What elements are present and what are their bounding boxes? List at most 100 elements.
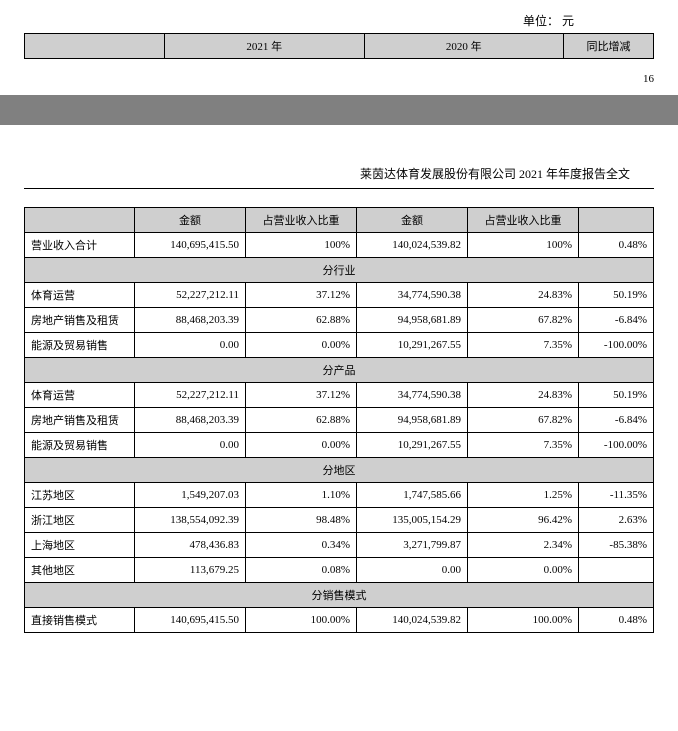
row-amt2: 3,271,799.87: [357, 533, 468, 558]
row-pct1: 98.48%: [246, 508, 357, 533]
row-amt2: 94,958,681.89: [357, 408, 468, 433]
row-chg: -100.00%: [579, 333, 654, 358]
row-pct1: 100.00%: [246, 608, 357, 633]
row-pct2: 0.00%: [468, 558, 579, 583]
row-chg: -6.84%: [579, 408, 654, 433]
table-row: 直接销售模式140,695,415.50100.00%140,024,539.8…: [25, 608, 654, 633]
row-pct1: 37.12%: [246, 383, 357, 408]
total-amt1: 140,695,415.50: [135, 233, 246, 258]
row-pct2: 67.82%: [468, 308, 579, 333]
table-row: 其他地区113,679.250.08%0.000.00%: [25, 558, 654, 583]
row-pct1: 0.08%: [246, 558, 357, 583]
row-label: 其他地区: [25, 558, 135, 583]
row-pct1: 0.00%: [246, 433, 357, 458]
row-pct1: 1.10%: [246, 483, 357, 508]
total-chg: 0.48%: [579, 233, 654, 258]
row-pct2: 24.83%: [468, 283, 579, 308]
row-pct1: 62.88%: [246, 408, 357, 433]
row-chg: 2.63%: [579, 508, 654, 533]
row-label: 直接销售模式: [25, 608, 135, 633]
top-header-table: 2021 年 2020 年 同比增减: [24, 33, 654, 59]
row-pct1: 62.88%: [246, 308, 357, 333]
top-page-fragment: 单位： 元 2021 年 2020 年 同比增减: [0, 0, 678, 67]
row-label: 体育运营: [25, 283, 135, 308]
row-label: 体育运营: [25, 383, 135, 408]
row-pct2: 24.83%: [468, 383, 579, 408]
row-pct2: 67.82%: [468, 408, 579, 433]
row-chg: 0.48%: [579, 608, 654, 633]
row-label: 浙江地区: [25, 508, 135, 533]
row-amt2: 94,958,681.89: [357, 308, 468, 333]
row-label: 能源及贸易销售: [25, 333, 135, 358]
main-th-amount2: 金额: [357, 208, 468, 233]
row-chg: -85.38%: [579, 533, 654, 558]
table-row: 房地产销售及租赁88,468,203.3962.88%94,958,681.89…: [25, 408, 654, 433]
page-number-top: 16: [0, 67, 678, 95]
main-table: 金额占营业收入比重金额占营业收入比重营业收入合计140,695,415.5010…: [24, 207, 654, 633]
total-pct1: 100%: [246, 233, 357, 258]
row-amt1: 88,468,203.39: [135, 308, 246, 333]
row-amt1: 138,554,092.39: [135, 508, 246, 533]
row-amt2: 0.00: [357, 558, 468, 583]
main-th-pct2: 占营业收入比重: [468, 208, 579, 233]
row-amt1: 0.00: [135, 333, 246, 358]
section-title: 分产品: [25, 358, 654, 383]
row-amt2: 1,747,585.66: [357, 483, 468, 508]
row-amt1: 140,695,415.50: [135, 608, 246, 633]
unit-label: 单位： 元: [24, 12, 654, 29]
row-amt2: 10,291,267.55: [357, 333, 468, 358]
row-pct2: 100.00%: [468, 608, 579, 633]
table-row: 体育运营52,227,212.1137.12%34,774,590.3824.8…: [25, 283, 654, 308]
section-header: 分销售模式: [25, 583, 654, 608]
top-th-change: 同比增减: [564, 34, 654, 59]
row-pct2: 2.34%: [468, 533, 579, 558]
row-pct2: 7.35%: [468, 433, 579, 458]
row-amt2: 10,291,267.55: [357, 433, 468, 458]
top-th-blank: [25, 34, 165, 59]
row-amt1: 113,679.25: [135, 558, 246, 583]
row-chg: [579, 558, 654, 583]
document-header: 莱茵达体育发展股份有限公司 2021 年年度报告全文: [24, 125, 654, 189]
row-pct2: 96.42%: [468, 508, 579, 533]
row-amt1: 52,227,212.11: [135, 383, 246, 408]
row-pct2: 7.35%: [468, 333, 579, 358]
main-th-pct1: 占营业收入比重: [246, 208, 357, 233]
row-pct1: 0.00%: [246, 333, 357, 358]
section-header: 分行业: [25, 258, 654, 283]
page-break: [0, 95, 678, 125]
row-pct1: 37.12%: [246, 283, 357, 308]
row-label: 房地产销售及租赁: [25, 308, 135, 333]
main-th-blank: [25, 208, 135, 233]
table-row: 江苏地区1,549,207.031.10%1,747,585.661.25%-1…: [25, 483, 654, 508]
section-header: 分地区: [25, 458, 654, 483]
row-label: 江苏地区: [25, 483, 135, 508]
row-label: 能源及贸易销售: [25, 433, 135, 458]
total-row: 营业收入合计140,695,415.50100%140,024,539.8210…: [25, 233, 654, 258]
row-pct1: 0.34%: [246, 533, 357, 558]
row-chg: 50.19%: [579, 383, 654, 408]
row-amt2: 34,774,590.38: [357, 383, 468, 408]
main-th-change: [579, 208, 654, 233]
row-amt2: 140,024,539.82: [357, 608, 468, 633]
row-chg: -6.84%: [579, 308, 654, 333]
total-label: 营业收入合计: [25, 233, 135, 258]
top-th-2020: 2020 年: [364, 34, 564, 59]
row-amt1: 478,436.83: [135, 533, 246, 558]
row-amt2: 34,774,590.38: [357, 283, 468, 308]
table-row: 能源及贸易销售0.000.00%10,291,267.557.35%-100.0…: [25, 433, 654, 458]
row-chg: 50.19%: [579, 283, 654, 308]
row-amt1: 0.00: [135, 433, 246, 458]
section-header: 分产品: [25, 358, 654, 383]
main-th-amount1: 金额: [135, 208, 246, 233]
table-row: 浙江地区138,554,092.3998.48%135,005,154.2996…: [25, 508, 654, 533]
row-amt2: 135,005,154.29: [357, 508, 468, 533]
row-amt1: 52,227,212.11: [135, 283, 246, 308]
row-amt1: 88,468,203.39: [135, 408, 246, 433]
section-title: 分地区: [25, 458, 654, 483]
row-chg: -100.00%: [579, 433, 654, 458]
total-pct2: 100%: [468, 233, 579, 258]
table-row: 能源及贸易销售0.000.00%10,291,267.557.35%-100.0…: [25, 333, 654, 358]
section-title: 分销售模式: [25, 583, 654, 608]
section-title: 分行业: [25, 258, 654, 283]
row-amt1: 1,549,207.03: [135, 483, 246, 508]
